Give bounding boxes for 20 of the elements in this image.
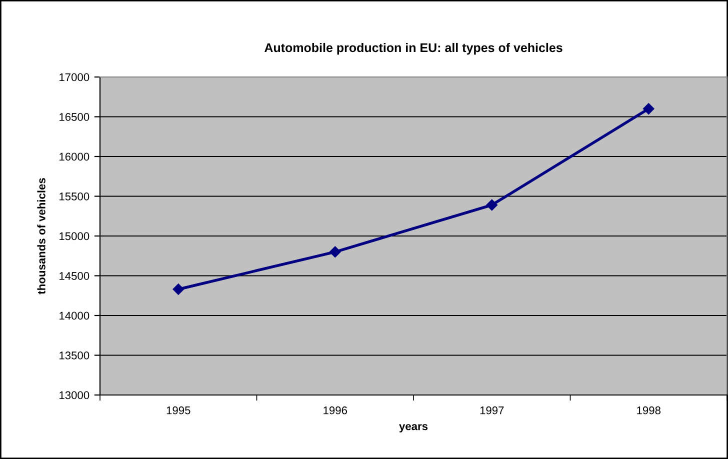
x-tick-label: 1996 — [324, 406, 347, 414]
y-tick-label: 13000 — [60, 391, 90, 400]
point — [643, 103, 654, 114]
x-tick-label: 1998 — [637, 406, 660, 414]
point — [172, 284, 184, 295]
y-tick-label: 13500 — [60, 352, 90, 360]
y-tick-label: 14000 — [60, 312, 90, 320]
y-tick-label: 14500 — [60, 272, 90, 280]
y-axis-title: thousands of vehicles — [37, 178, 46, 294]
y-tick-label: 17000 — [60, 73, 90, 82]
point — [330, 246, 341, 258]
chart-title: Automobile production in EU: all types of vehicles — [264, 42, 562, 55]
x-axis-title: years — [399, 424, 428, 432]
x-tick-label: 1997 — [480, 406, 504, 414]
y-tick-label: 15500 — [60, 192, 90, 200]
x-tick-label: 1995 — [166, 406, 190, 414]
y-tick-label: 16500 — [60, 113, 90, 121]
y-tick-label: 15000 — [60, 232, 90, 240]
y-tick-label: 16000 — [60, 152, 90, 161]
point — [486, 199, 498, 211]
